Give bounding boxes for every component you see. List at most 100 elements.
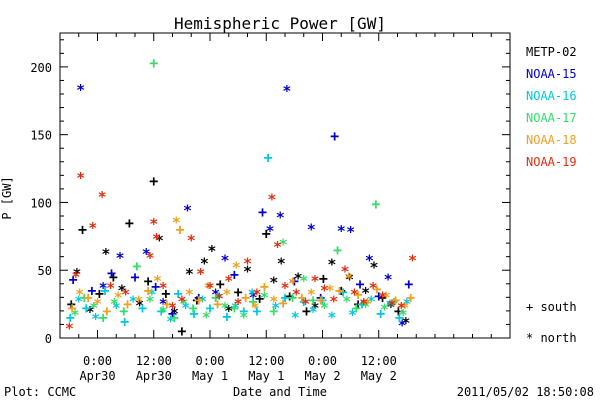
data-point-metp-02: + [125,214,134,232]
data-point-noaa-19: * [378,288,387,306]
data-point-noaa-17: * [202,309,211,327]
data-point-metp-02: + [378,288,387,306]
data-point-metp-02: + [192,291,201,309]
data-point-noaa-18: + [372,280,381,298]
data-point-noaa-15: + [230,265,239,283]
data-point-metp-02: + [67,295,76,313]
data-point-noaa-16: * [327,309,336,327]
data-point-noaa-17: + [189,299,198,317]
plot-timestamp: 2011/05/02 18:50:08 [457,385,594,399]
data-point-metp-02: + [78,221,87,239]
data-point-noaa-15: * [337,222,346,240]
data-point-noaa-16: + [66,309,75,327]
data-point-noaa-18: + [279,294,288,312]
data-point-noaa-17: * [239,309,248,327]
data-point-noaa-16: + [239,302,248,320]
data-point-noaa-15: + [151,277,160,295]
x-tick-label-time: 0:00 [83,354,112,368]
data-point-noaa-16: * [181,299,190,317]
data-point-noaa-15: + [130,268,139,286]
data-point-noaa-15: * [249,288,258,306]
data-point-noaa-15: + [69,271,78,289]
data-point-noaa-18: + [102,302,111,320]
data-point-metp-02: + [149,172,158,190]
data-point-noaa-16: + [299,292,308,310]
data-point-noaa-19: * [145,249,154,267]
data-point-noaa-19: * [121,286,130,304]
data-point-noaa-15: + [330,127,339,145]
data-point-noaa-18: + [316,291,325,309]
data-point-metp-02: * [200,254,209,272]
data-point-metp-02: * [85,303,94,321]
data-point-noaa-15: * [183,202,192,220]
data-point-noaa-19: * [397,299,406,317]
data-point-noaa-15: + [107,264,116,282]
data-point-noaa-15: * [384,271,393,289]
data-point-noaa-16: * [198,292,207,310]
data-point-noaa-19: * [88,219,97,237]
data-point-noaa-16: + [138,299,147,317]
data-point-noaa-18: + [194,291,203,309]
data-point-noaa-16: + [376,305,385,323]
data-point-noaa-18: + [123,295,132,313]
data-point-noaa-19: * [329,292,338,310]
legend-entry-noaa-17: NOAA-17 [526,111,577,125]
legend-entry-noaa-16: NOAA-16 [526,89,577,103]
data-point-metp-02: * [277,254,286,272]
data-point-noaa-17: * [342,292,351,310]
data-point-noaa-17: + [269,302,278,320]
x-tick-label-time: 12:00 [136,354,172,368]
data-point-metp-02: * [135,296,144,314]
data-point-noaa-16: * [112,299,121,317]
data-points: +*+*+*+*+*++*+*+*+**+*+*++**+*+ *+*+*+**+… [65,54,417,340]
data-point-noaa-15: + [87,282,96,300]
data-point-noaa-15: * [220,252,229,270]
data-point-noaa-17: * [320,299,329,317]
data-point-metp-02: * [185,265,194,283]
x-tick-label-time: 0:00 [196,354,225,368]
data-point-noaa-16: + [100,282,109,300]
data-point-noaa-17: + [352,299,361,317]
data-point-noaa-18: * [325,281,334,299]
data-point-noaa-19: * [106,279,115,297]
data-point-noaa-16: * [291,309,300,327]
data-point-noaa-16: + [190,305,199,323]
data-point-noaa-16: * [74,292,83,310]
data-point-metp-02: + [144,272,153,290]
data-point-noaa-19: * [168,299,177,317]
data-point-noaa-15: * [307,220,316,238]
data-point-metp-02: + [285,287,294,305]
data-point-noaa-15: + [374,287,383,305]
data-point-noaa-17: + [170,309,179,327]
data-point-noaa-16: * [248,286,257,304]
data-point-noaa-16: + [174,284,183,302]
data-point-noaa-17: + [230,299,239,317]
data-point-noaa-17: + [149,54,158,72]
data-point-metp-02: * [155,231,164,249]
data-point-metp-02: + [95,284,104,302]
data-point-metp-02: + [234,283,243,301]
data-point-metp-02: * [294,269,303,287]
y-axis-label: P [GW] [0,176,14,219]
data-point-noaa-15: + [355,275,364,293]
x-tick-label-date: Apr30 [136,369,172,383]
data-point-noaa-17: * [179,295,188,313]
data-point-noaa-19: * [224,272,233,290]
data-point-noaa-18: + [241,288,250,306]
data-point-noaa-16: + [82,299,91,317]
data-point-noaa-19: * [387,296,396,314]
data-point-noaa-15: * [142,245,151,263]
data-point-noaa-16: + [120,313,129,331]
data-point-noaa-17: * [399,306,408,324]
data-point-noaa-18: * [75,286,84,304]
legend-entry-noaa-19: NOAA-19 [526,155,577,169]
data-point-metp-02: + [337,282,346,300]
data-point-noaa-16: * [271,299,280,317]
data-point-noaa-19: * [350,286,359,304]
data-point-noaa-18: * [288,275,297,293]
data-point-noaa-15: * [398,317,407,335]
data-point-metp-02: * [327,256,336,274]
data-point-noaa-15: * [265,222,274,240]
data-point-metp-02: + [262,225,271,243]
data-point-metp-02: * [243,263,252,281]
